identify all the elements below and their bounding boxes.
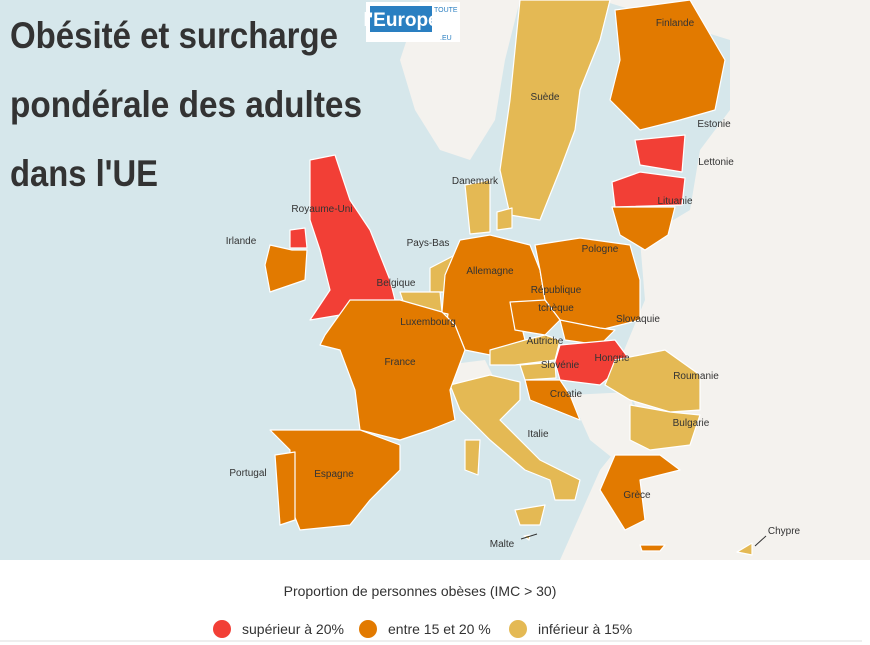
title-line: dans l'UE — [10, 153, 158, 194]
country-shape — [559, 319, 616, 346]
country-label: Pologne — [582, 244, 619, 255]
country-label: Finlande — [656, 18, 695, 29]
country-label: Espagne — [314, 469, 354, 480]
country-label: Chypre — [768, 526, 801, 537]
country-shape — [519, 361, 557, 381]
country-label: Bulgarie — [673, 418, 710, 429]
country-label: Slovénie — [541, 360, 580, 371]
country-shape — [634, 134, 686, 173]
country-shape — [524, 379, 581, 421]
country-label: Lettonie — [698, 157, 734, 168]
country-label: République — [531, 285, 582, 296]
country-label: Pays-Bas — [407, 238, 450, 249]
country-label: Royaume-Uni — [291, 204, 352, 215]
country-label: Malte — [490, 539, 515, 550]
country-shape — [611, 206, 676, 251]
country-shape — [319, 299, 466, 441]
country-shape — [264, 244, 308, 293]
logo-text: l'Europe — [363, 10, 438, 31]
country-label: Estonie — [697, 119, 731, 130]
logo: l'Europe TOUTE .EU — [363, 2, 460, 42]
country-shape — [599, 454, 681, 552]
country-label: tchèque — [538, 303, 574, 314]
country-label: Allemagne — [466, 266, 514, 277]
balkans — [570, 392, 640, 460]
country-label: Hongrie — [594, 353, 629, 364]
title-line: pondérale des adultes — [10, 84, 362, 125]
country-label: Roumanie — [673, 371, 719, 382]
legend-swatch — [509, 620, 527, 638]
country-label: Belgique — [377, 278, 416, 289]
country-label: Slovaquie — [616, 314, 660, 325]
country-label: Croatie — [550, 389, 583, 400]
legend-label: inférieur à 15% — [538, 621, 632, 637]
country-label: France — [384, 357, 416, 368]
legend-swatch — [213, 620, 231, 638]
country-label: Danemark — [452, 176, 499, 187]
country-shape — [534, 237, 641, 331]
country-label: Italie — [527, 429, 549, 440]
country-label: Luxembourg — [400, 317, 456, 328]
title: Obésité et surcharge pondérale des adult… — [10, 15, 362, 194]
country-label: Suède — [531, 92, 560, 103]
title-line: Obésité et surcharge — [10, 15, 338, 56]
country-shape — [611, 171, 686, 208]
country-label: Grèce — [623, 490, 651, 501]
legend: Proportion de personnes obèses (IMC > 30… — [213, 583, 632, 638]
legend-title: Proportion de personnes obèses (IMC > 30… — [284, 583, 557, 599]
country-shape — [499, 0, 611, 221]
country-shape — [509, 299, 561, 336]
country-label: Portugal — [229, 468, 266, 479]
country-shape — [489, 334, 561, 366]
country-label: Lituanie — [657, 196, 692, 207]
country-shape — [449, 374, 581, 526]
legend-items: supérieur à 20% entre 15 et 20 % inférieur… — [213, 620, 632, 638]
country-shape — [609, 0, 726, 131]
logo-badge — [370, 6, 432, 32]
country-shape — [629, 404, 701, 451]
country-shape — [464, 179, 513, 235]
logo-top: TOUTE — [434, 7, 458, 14]
country-label: Autriche — [527, 336, 564, 347]
legend-swatch — [359, 620, 377, 638]
country-labels: Finlande Suède Estonie Lettonie Lituanie… — [226, 18, 801, 550]
malta-pointer — [520, 533, 538, 540]
legend-label: entre 15 et 20 % — [388, 621, 491, 637]
country-shape — [604, 349, 701, 413]
cyprus-pointer — [754, 535, 767, 547]
country-shape — [736, 542, 753, 556]
non-eu-land — [560, 0, 870, 560]
country-label: Irlande — [226, 236, 257, 247]
legend-label: supérieur à 20% — [242, 621, 344, 637]
logo-suffix: .EU — [440, 35, 452, 42]
country-shape — [274, 451, 296, 526]
